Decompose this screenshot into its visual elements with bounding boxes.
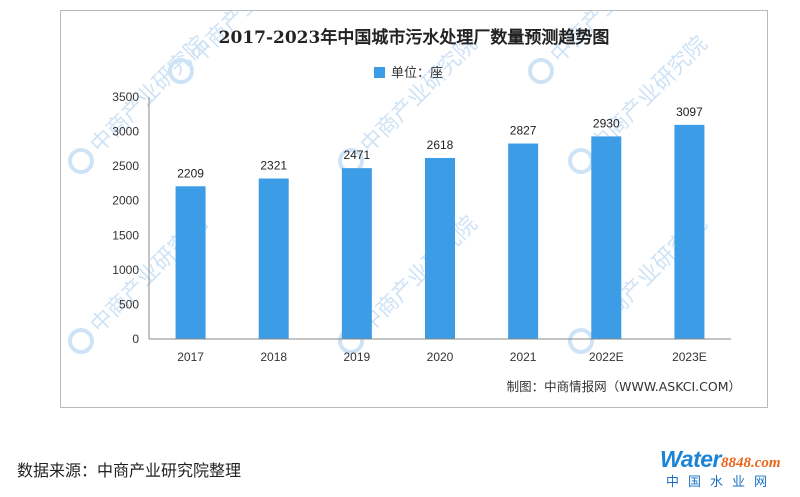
brand-name-part2: 8848	[721, 455, 751, 471]
bar	[425, 157, 455, 339]
legend-label: 单位：座	[391, 66, 443, 81]
svg-text:中商产业研究院: 中商产业研究院	[356, 32, 483, 159]
data-label: 2321	[260, 159, 287, 173]
bar	[258, 178, 289, 339]
y-tick-label: 500	[119, 297, 139, 311]
brand-suffix: .com	[751, 455, 781, 471]
data-label: 2471	[344, 148, 371, 162]
y-tick-label: 0	[132, 332, 139, 346]
x-tick-label: 2021	[510, 350, 537, 364]
y-tick-label: 3000	[112, 125, 139, 139]
y-tick-label: 1000	[112, 263, 139, 277]
x-tick-label: 2023E	[672, 350, 707, 364]
brand-subtitle: 中国水业网	[666, 475, 777, 490]
source-note: 数据来源：中商产业研究院整理	[17, 461, 242, 480]
chart-credit: 制图：中商情报网（WWW.ASKCI.COM）	[507, 379, 741, 394]
bar	[508, 143, 539, 339]
y-tick-label: 1500	[112, 228, 139, 242]
x-tick-label: 2017	[177, 350, 204, 364]
watermark: 中商产业研究院	[168, 11, 313, 84]
legend-swatch	[374, 67, 385, 78]
data-label: 2618	[427, 138, 454, 152]
y-axis: 0 500 1000 1500 2000 2500 3000 3500	[112, 90, 150, 346]
y-tick-label: 2500	[112, 159, 139, 173]
bar	[175, 186, 206, 339]
x-tick-label: 2018	[260, 350, 287, 364]
bar	[591, 136, 622, 339]
x-tick-label: 2020	[427, 350, 454, 364]
brand-logo: Water8848.com 中国水业网	[660, 446, 795, 496]
bars: 2209 2321 2471 2618 2827 2930 3097	[175, 105, 705, 340]
data-label: 2209	[177, 166, 204, 180]
svg-text:中商产业研究院: 中商产业研究院	[356, 212, 483, 339]
chart-title: 2017-2023年中国城市污水处理厂数量预测趋势图	[219, 27, 610, 48]
data-label: 3097	[676, 105, 703, 119]
bar	[341, 168, 372, 339]
chart-frame: 中商产业研究院 中商产业研究院 中商产业研究院 中商产业研究院 中商产业研究院 中商产业研…	[60, 10, 768, 408]
data-label: 2930	[593, 116, 620, 130]
data-label: 2827	[510, 124, 537, 138]
brand-name-part1: Water	[660, 446, 722, 472]
x-tick-label: 2019	[344, 350, 371, 364]
x-tick-label: 2022E	[589, 350, 624, 364]
y-tick-label: 3500	[112, 90, 139, 104]
bar	[674, 124, 705, 340]
x-axis: 2017 2018 2019 2020 2021 2022E 2023E	[149, 338, 731, 364]
y-tick-label: 2000	[112, 194, 139, 208]
legend: 单位：座	[374, 66, 443, 81]
